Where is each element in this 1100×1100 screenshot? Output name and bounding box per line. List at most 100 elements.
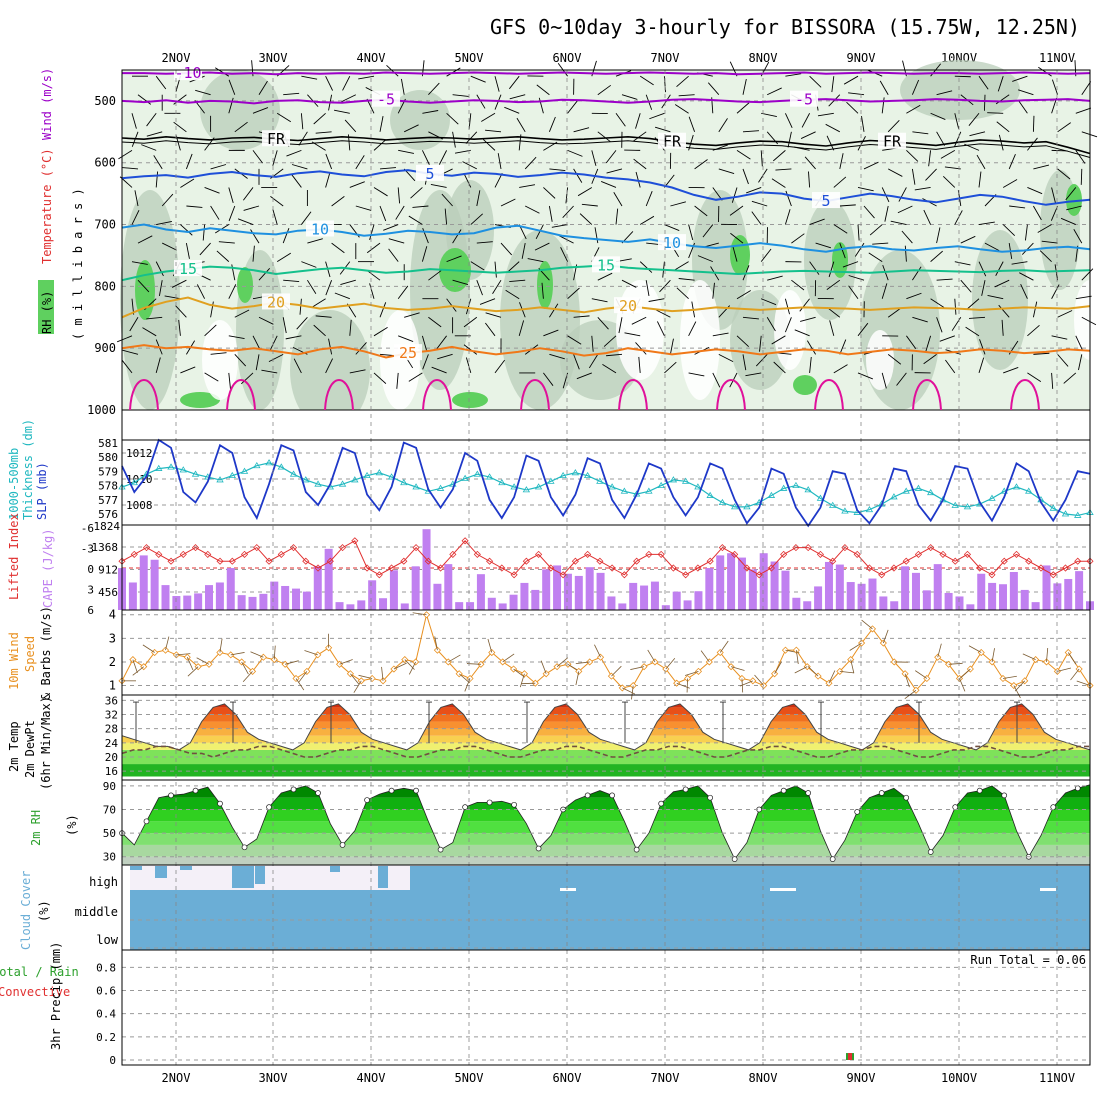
contour-label-bg <box>262 293 290 310</box>
wind-barb <box>444 208 448 225</box>
wind-barb <box>325 75 334 91</box>
wind-barb <box>936 90 953 96</box>
precip-total-label: Total / Rain <box>0 965 79 979</box>
li-point <box>780 550 788 558</box>
rh-point <box>511 801 517 808</box>
thickness-point <box>1025 487 1033 494</box>
wind-barb <box>325 153 333 170</box>
rh-point <box>609 792 615 799</box>
wind-barb <box>216 250 230 262</box>
wind10-barb <box>458 673 470 684</box>
wind-barb <box>509 279 526 283</box>
wind-barb <box>430 183 447 188</box>
rh-point <box>707 794 714 801</box>
wind-barb <box>276 112 292 123</box>
wind-barb <box>428 270 442 281</box>
thickness-point <box>289 470 298 477</box>
wind-barb <box>664 224 680 231</box>
cloud-level-high: high <box>89 875 118 889</box>
cape-bar <box>237 595 246 610</box>
wind-barb <box>146 113 157 127</box>
wind-barb <box>218 241 235 244</box>
cape-bar <box>205 585 214 610</box>
cape-bar <box>1053 583 1062 610</box>
wind10-barb <box>684 671 699 676</box>
wind10-barb <box>882 629 889 644</box>
cape-bar <box>911 572 920 610</box>
contour-label-20: 20 <box>267 293 285 311</box>
wind-barb <box>579 213 593 225</box>
li-point <box>277 550 285 558</box>
wind10-barb <box>575 661 590 665</box>
wind-barb <box>240 372 254 385</box>
wind-barb <box>470 75 486 83</box>
cape-bar <box>313 566 322 610</box>
wind-barb <box>567 287 580 300</box>
cape-bar <box>346 604 355 610</box>
thickness-point <box>534 483 543 490</box>
rh-point <box>878 790 885 796</box>
wind-barb <box>162 242 177 251</box>
wind10-barb <box>350 673 360 685</box>
rh-blob <box>860 250 940 410</box>
li-point <box>988 571 996 579</box>
wind-barb <box>158 280 163 297</box>
wind-barb <box>340 279 356 286</box>
cape-bar <box>128 582 137 610</box>
wind-barb <box>968 112 980 126</box>
wind-barb <box>470 261 485 271</box>
wind-barb <box>1066 205 1082 211</box>
li-point <box>412 544 420 552</box>
wind10-tick-3: 3 <box>109 631 116 645</box>
rh-point <box>535 845 542 852</box>
wind-barb <box>255 354 260 371</box>
wind-barb <box>868 252 883 263</box>
cape-bar <box>1075 571 1084 610</box>
contour-label--5: -5 <box>377 91 395 109</box>
thickness-tick-580: 580 <box>98 451 118 464</box>
wind-barb <box>912 266 922 281</box>
wind-barb <box>325 171 331 188</box>
contour-label-20: 20 <box>619 297 637 315</box>
li-point <box>620 571 628 579</box>
wind-barb <box>771 178 786 188</box>
rh-band <box>122 844 1090 857</box>
wind10-barb <box>513 668 526 678</box>
wind-barb <box>742 130 759 133</box>
wind-barb <box>366 242 381 254</box>
wind-barb <box>1038 66 1052 77</box>
wind-barb <box>998 134 1004 151</box>
cape-bar <box>629 582 638 610</box>
temperature-axis-label: Temperature (°C) <box>40 148 54 264</box>
wind-barb <box>890 220 907 225</box>
wind-barb <box>1019 272 1034 281</box>
wind-barb <box>606 353 623 357</box>
wind-barb <box>536 84 550 96</box>
wind-barb <box>978 75 989 90</box>
rh-point <box>364 797 370 803</box>
precip-tick-0.4: 0.4 <box>96 1008 116 1021</box>
wind-barb <box>669 338 674 355</box>
wind10-point <box>542 670 550 678</box>
wind-barb <box>446 112 459 125</box>
wind-barb <box>881 283 888 299</box>
wind-barb <box>966 298 980 310</box>
wind10-barb <box>937 643 942 658</box>
wind-barb <box>655 309 671 318</box>
wind-barb <box>355 342 367 355</box>
cape-bar <box>835 564 844 610</box>
wind10-point <box>771 670 779 678</box>
wind-barb <box>998 304 1010 318</box>
contour-label-bg <box>372 90 400 107</box>
wind-barb <box>954 210 963 225</box>
wind-barb <box>784 317 792 333</box>
cape-bar <box>868 578 877 610</box>
li-point <box>559 571 567 579</box>
thickness-point <box>596 477 604 484</box>
thickness-point <box>718 498 727 506</box>
thickness-point <box>436 484 445 491</box>
wind-barb <box>785 73 802 77</box>
wind-barb <box>842 261 859 268</box>
cape-bar <box>161 585 170 610</box>
